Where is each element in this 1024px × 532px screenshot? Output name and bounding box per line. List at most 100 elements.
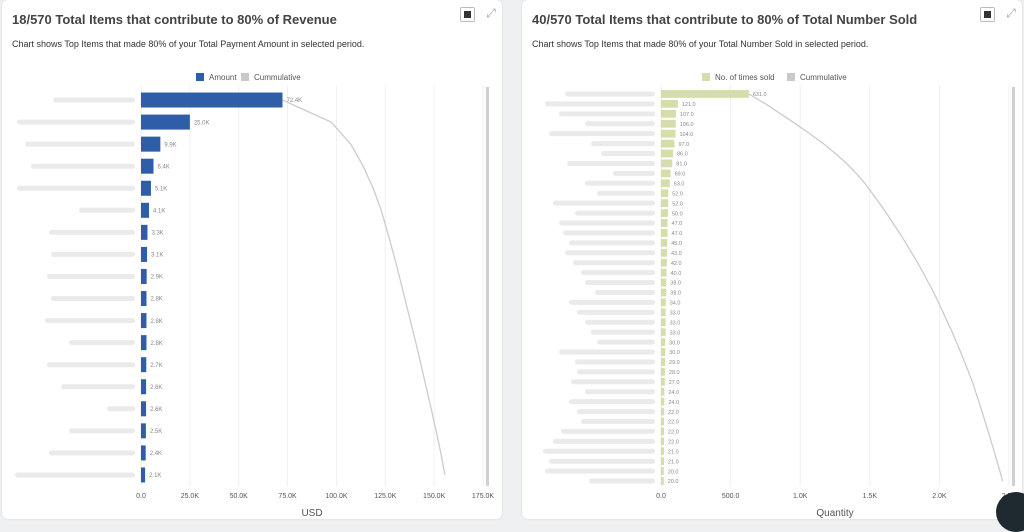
bar (141, 423, 146, 439)
bar-value-label: 33.0 (670, 311, 681, 317)
bar (661, 238, 668, 247)
bar-value-label: 3.1K (151, 253, 163, 259)
bar (661, 100, 678, 108)
bar (661, 358, 666, 366)
bar-value-label: 45.0 (671, 241, 682, 247)
category-label-blurred (69, 428, 135, 434)
bar (661, 159, 673, 168)
legend-label-bars: Amount (209, 73, 237, 82)
bar-value-label: 631.0 (753, 92, 767, 98)
bar-value-label: 20.0 (668, 469, 679, 475)
x-tick-label: 1.0K (793, 493, 808, 500)
expand-icon[interactable]: ⤢ (1006, 6, 1016, 20)
expand-icon[interactable]: ⤢ (486, 6, 496, 20)
category-label-blurred (571, 379, 655, 385)
bar (141, 291, 147, 307)
category-label-blurred (49, 229, 135, 235)
bar (661, 318, 666, 327)
bar (661, 397, 665, 406)
category-label-blurred (601, 151, 655, 157)
bar-value-label: 5.1K (155, 186, 167, 192)
scroll-rail (486, 87, 489, 486)
category-label-blurred (575, 210, 655, 216)
legend-label-cumulative: Cummulative (254, 73, 301, 82)
legend-swatch-cumulative (241, 73, 249, 81)
category-label-blurred (45, 318, 135, 324)
category-label-blurred (581, 418, 655, 424)
category-label-blurred (569, 299, 655, 305)
bar-value-label: 81.0 (676, 162, 687, 168)
chat-bubble-icon[interactable] (996, 492, 1024, 532)
bar (661, 229, 668, 237)
category-label-blurred (559, 111, 655, 117)
scroll-rail (1012, 87, 1015, 486)
category-label-blurred (559, 220, 655, 226)
bar-value-label: 106.0 (680, 122, 694, 128)
category-label-blurred (15, 472, 135, 478)
bar-value-label: 6.4K (158, 164, 170, 170)
x-tick-label: 0.0 (656, 493, 666, 500)
category-label-blurred (613, 170, 655, 176)
category-label-blurred (569, 240, 655, 246)
bar (141, 114, 190, 130)
bar-value-label: 20.0 (668, 479, 679, 485)
bar-value-label: 25.0K (194, 120, 210, 126)
bar (661, 417, 665, 426)
bar-value-label: 33.0 (670, 320, 681, 326)
category-label-blurred (577, 309, 655, 315)
bar (661, 149, 673, 158)
panel-title: 40/570 Total Items that contribute to 80… (532, 12, 918, 27)
category-label-blurred (585, 389, 655, 395)
bar-value-label: 43.0 (671, 251, 682, 257)
bar-value-label: 2.4K (150, 451, 162, 457)
category-label-blurred (107, 406, 135, 412)
category-label-blurred (61, 384, 135, 390)
category-label-blurred (51, 251, 135, 257)
bar (141, 313, 147, 329)
bar (141, 268, 147, 284)
category-label-blurred (575, 359, 655, 365)
category-label-blurred (53, 97, 135, 103)
category-label-blurred (585, 280, 655, 286)
bar (661, 447, 664, 456)
bar-value-label: 47.0 (672, 221, 683, 227)
bar (661, 328, 666, 337)
category-label-blurred (565, 91, 655, 97)
bar-value-label: 21.0 (668, 449, 679, 455)
category-label-blurred (553, 438, 655, 444)
category-label-blurred (585, 121, 655, 127)
x-tick-label: 2.0K (932, 493, 947, 500)
category-label-blurred (549, 131, 655, 137)
bar-value-label: 52.0 (672, 191, 683, 197)
bar (661, 288, 667, 297)
x-tick-label: 0.0 (136, 493, 146, 500)
legend-swatch-bars (702, 73, 710, 81)
bar (141, 246, 148, 262)
bar-value-label: 33.0 (670, 330, 681, 336)
category-label-blurred (595, 289, 655, 295)
x-tick-label: 50.0K (230, 493, 249, 500)
bar-value-label: 28.0 (669, 370, 680, 376)
bar (661, 348, 666, 356)
bar (661, 338, 666, 346)
category-label-blurred (577, 409, 655, 415)
bar-value-label: 29.0 (669, 360, 680, 366)
image-export-icon[interactable] (460, 7, 475, 22)
bar (141, 92, 283, 108)
image-export-icon[interactable] (980, 7, 995, 22)
bar (661, 437, 665, 446)
x-tick-label: 500.0 (722, 493, 740, 500)
panel-title: 18/570 Total Items that contribute to 80… (12, 12, 337, 27)
panel-subtitle: Chart shows Top Items that made 80% of y… (532, 39, 869, 49)
bar-value-label: 22.0 (668, 410, 679, 416)
bar-value-label: 2.6K (150, 385, 162, 391)
revenue-pareto-chart: 0.0 25.0K 50.0K 75.0K 100.0K 125.0K 150.0K 175.… (15, 73, 494, 519)
bar (141, 180, 151, 196)
category-label-blurred (573, 260, 655, 266)
bar (661, 119, 676, 128)
category-label-blurred (549, 458, 655, 464)
bar (141, 202, 150, 218)
legend-label-cumulative: Cummulative (800, 73, 847, 82)
bar (661, 109, 676, 118)
category-label-blurred (581, 270, 655, 276)
